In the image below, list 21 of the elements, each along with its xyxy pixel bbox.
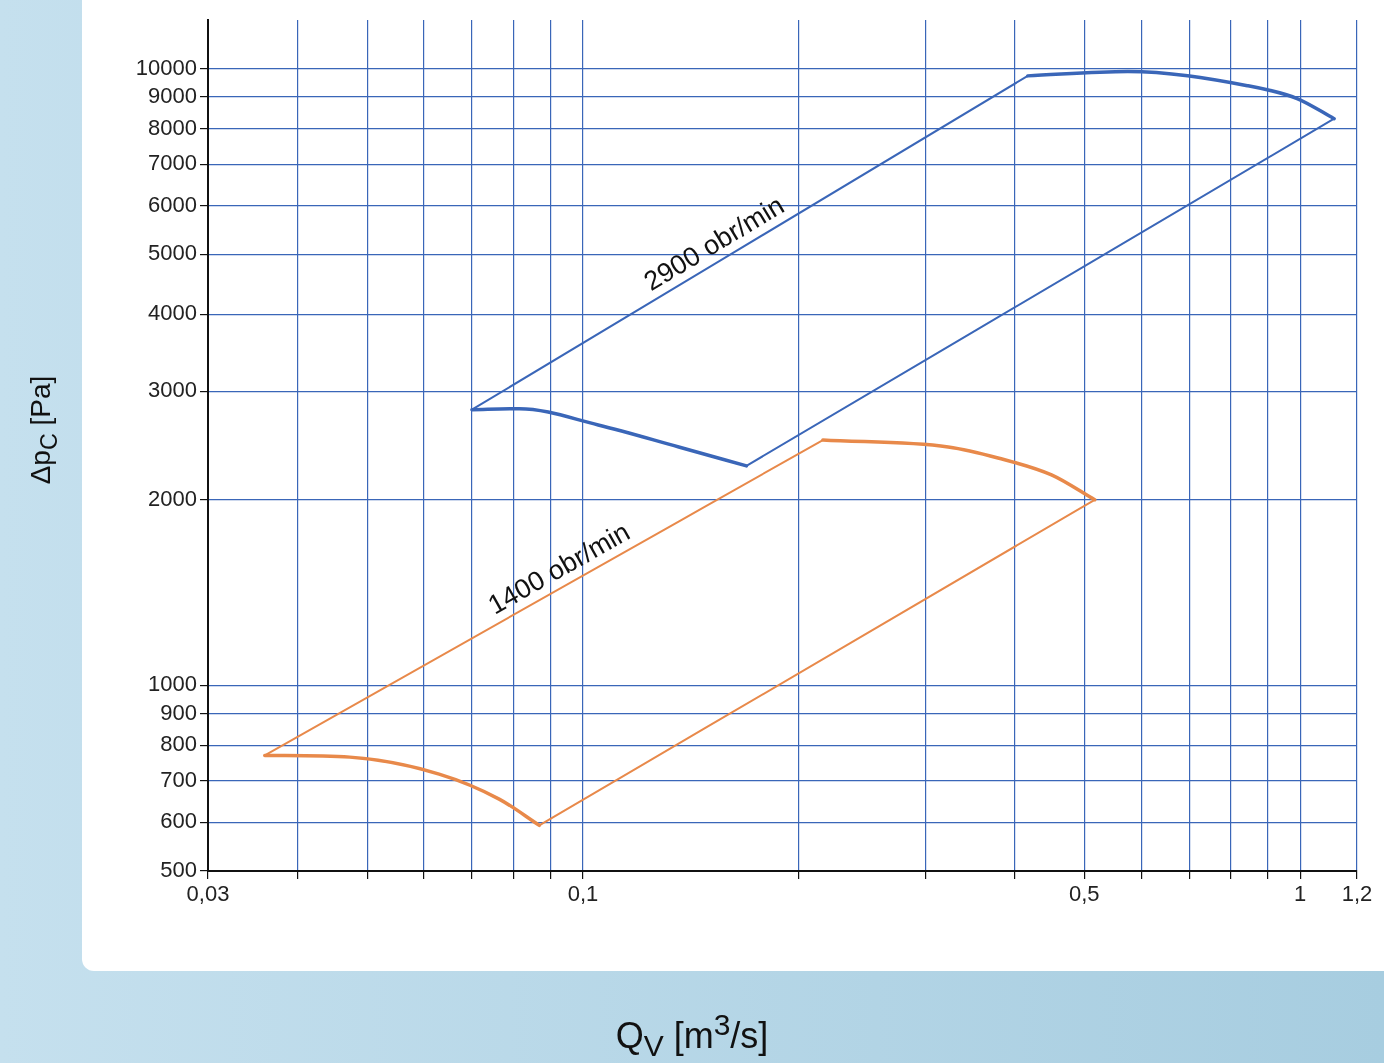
x-tick-label: 0,5 — [1069, 881, 1100, 907]
y-tick-label: 900 — [160, 699, 197, 725]
y-tick-label: 7000 — [148, 150, 197, 176]
y-tick-label: 9000 — [148, 83, 197, 109]
y-tick-label: 1000 — [148, 671, 197, 697]
y-tick-label: 600 — [160, 808, 197, 834]
y-tick-label: 500 — [160, 857, 197, 883]
x-tick-label: 1 — [1294, 881, 1307, 907]
x-tick-label: 0,03 — [186, 881, 230, 907]
x-tick-label: 0,1 — [567, 881, 599, 907]
y-tick-label: 4000 — [148, 300, 197, 326]
x-axis-title: Q$_{V}$ [m$^{3}$/s] — [614, 1008, 770, 1063]
y-tick-label: 6000 — [148, 191, 197, 217]
y-tick-label: 3000 — [148, 377, 197, 403]
y-tick-label: 700 — [160, 766, 197, 792]
y-tick-label: 800 — [160, 731, 197, 757]
y-tick-label: 5000 — [148, 240, 197, 266]
y-tick-label: 10000 — [135, 54, 197, 80]
y-tick-label: 8000 — [148, 114, 197, 140]
x-tick-label: 1,2 — [1341, 881, 1373, 907]
y-tick-label: 2000 — [148, 485, 197, 511]
